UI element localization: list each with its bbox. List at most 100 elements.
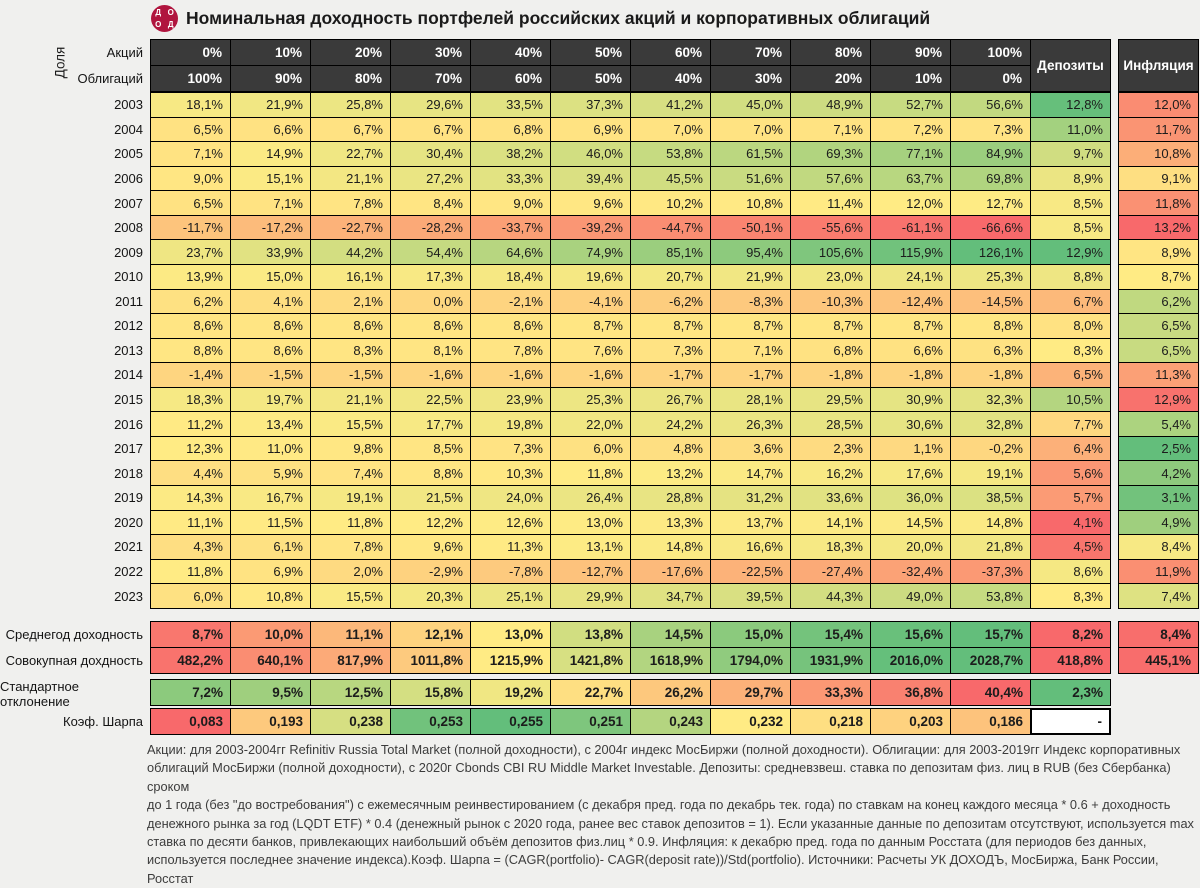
portfolio-return-cell: 56,6% — [950, 92, 1031, 118]
portfolio-return-cell: 7,8% — [310, 534, 391, 560]
portfolio-return-cell: 46,0% — [550, 141, 631, 167]
portfolio-return-cell: 19,7% — [230, 386, 311, 413]
summary-cell: 1215,9% — [470, 646, 551, 674]
inflation-cell: 3,1% — [1118, 485, 1199, 511]
bonds-weight-cell: 70% — [390, 65, 471, 92]
portfolio-return-cell: -2,9% — [390, 558, 471, 585]
bonds-weight-cell: 40% — [630, 65, 711, 92]
year-label: 2010 — [114, 269, 143, 285]
portfolio-return-cell: 13,2% — [630, 460, 711, 486]
portfolio-return-cell: 2,0% — [310, 558, 391, 585]
deposit-return-cell: 6,7% — [1030, 288, 1111, 315]
inflation-cell: 6,2% — [1118, 288, 1199, 315]
summary-cell: 1618,9% — [630, 646, 711, 674]
portfolio-return-cell: -7,8% — [470, 558, 551, 585]
portfolio-return-cell: 63,7% — [870, 165, 951, 192]
portfolio-return-cell: 38,2% — [470, 141, 551, 167]
summary-row: Среднегод доходность 8,7% 10,0% 11,1% 12,1% 1… — [0, 620, 1200, 648]
year-label: 2018 — [114, 465, 143, 481]
heatmap-year-row: 2008 -11,7% -17,2% -22,7% -28,2% -33,7% -39,2%… — [0, 214, 1200, 241]
portfolio-return-cell: 16,7% — [230, 485, 311, 511]
portfolio-return-cell: 15,5% — [310, 583, 391, 609]
portfolio-return-cell: 8,1% — [390, 337, 471, 364]
portfolio-return-cell: -1,7% — [630, 362, 711, 388]
column-gap — [1111, 460, 1118, 486]
logo-letter: Д — [155, 7, 162, 17]
portfolio-return-cell: 17,6% — [870, 460, 951, 486]
portfolio-return-cell: 9,0% — [150, 165, 231, 192]
portfolio-return-cell: 6,0% — [550, 435, 631, 462]
year-label: 2023 — [114, 588, 143, 604]
portfolio-return-cell: -17,2% — [230, 214, 311, 241]
summary-cell: 13,0% — [470, 620, 551, 648]
deposit-return-cell: 11,0% — [1030, 116, 1111, 143]
portfolio-return-cell: 11,3% — [470, 534, 551, 560]
portfolio-return-cell: 19,1% — [310, 485, 391, 511]
portfolio-return-cell: 8,8% — [150, 337, 231, 364]
portfolio-return-cell: 18,4% — [470, 263, 551, 290]
heatmap-year-row: 2009 23,7% 33,9% 44,2% 54,4% 64,6% 74,9% 85,1% 9… — [0, 239, 1200, 265]
portfolio-return-cell: 95,4% — [710, 239, 791, 265]
portfolio-return-cell: 45,0% — [710, 92, 791, 118]
portfolio-return-cell: 12,7% — [950, 190, 1031, 216]
summary-inflation-cell: 445,1% — [1118, 646, 1199, 674]
summary-cell: 26,2% — [630, 678, 711, 706]
heatmap-year-row: 2023 6,0% 10,8% 15,5% 20,3% 25,1% 29,9% 34,7% 39… — [0, 583, 1200, 609]
portfolio-return-cell: -1,6% — [390, 362, 471, 388]
stocks-weight-cell: 80% — [790, 39, 871, 66]
portfolio-return-cell: 7,6% — [550, 337, 631, 364]
summary-row: Совокупная дохдность 482,2% 640,1% 817,9% 10… — [0, 646, 1200, 674]
portfolio-return-cell: 22,7% — [310, 141, 391, 167]
portfolio-return-cell: 13,1% — [550, 534, 631, 560]
portfolio-return-cell: 5,9% — [230, 460, 311, 486]
portfolio-return-cell: 29,6% — [390, 92, 471, 118]
portfolio-return-cell: -1,8% — [870, 362, 951, 388]
portfolio-return-cell: 10,2% — [630, 190, 711, 216]
stocks-row-label: Акций — [106, 45, 143, 60]
portfolio-return-cell: 14,8% — [630, 534, 711, 560]
portfolio-return-cell: 26,7% — [630, 386, 711, 413]
portfolio-return-cell: 85,1% — [630, 239, 711, 265]
portfolio-return-cell: 0,0% — [390, 288, 471, 315]
portfolio-return-cell: 74,9% — [550, 239, 631, 265]
portfolio-return-cell: 30,6% — [870, 411, 951, 437]
column-gap — [1111, 436, 1118, 462]
summary-cell: 11,1% — [310, 620, 391, 648]
year-label: 2011 — [115, 293, 143, 309]
heatmap-year-row: 2015 18,3% 19,7% 21,1% 22,5% 23,9% 25,3% 26,7% 2… — [0, 386, 1200, 413]
stocks-weight-cell: 90% — [870, 39, 951, 66]
summary-cell: 40,4% — [950, 678, 1031, 706]
column-gap — [1111, 92, 1118, 118]
logo-letter: Д — [167, 20, 174, 30]
summary-cell: 1421,8% — [550, 646, 631, 674]
portfolio-return-cell: -39,2% — [550, 214, 631, 241]
portfolio-return-cell: 61,5% — [710, 141, 791, 167]
inflation-cell: 10,8% — [1118, 141, 1199, 167]
summary-label: Среднегод доходность — [5, 626, 143, 642]
summary-deposit-cell: 2,3% — [1030, 678, 1111, 706]
portfolio-return-cell: 84,9% — [950, 141, 1031, 167]
portfolio-return-cell: 11,0% — [230, 435, 311, 462]
portfolio-return-cell: 14,8% — [950, 509, 1031, 536]
footnote-line: Акции: для 2003-2004гг Refinitiv Russia … — [147, 742, 1181, 757]
deposit-return-cell: 8,0% — [1030, 313, 1111, 339]
portfolio-return-cell: 8,6% — [230, 337, 311, 364]
heatmap-year-row: 2021 4,3% 6,1% 7,8% 9,6% 11,3% 13,1% 14,8% 16,6%… — [0, 534, 1200, 560]
inflation-cell: 11,3% — [1118, 362, 1199, 388]
portfolio-return-cell: 8,7% — [630, 313, 711, 339]
column-gap — [1111, 264, 1118, 290]
portfolio-return-cell: 44,2% — [310, 239, 391, 265]
portfolio-return-cell: 6,7% — [390, 116, 471, 143]
portfolio-return-cell: 16,1% — [310, 263, 391, 290]
inflation-cell: 11,7% — [1118, 116, 1199, 143]
portfolio-return-cell: 4,1% — [230, 288, 311, 315]
portfolio-return-cell: 7,1% — [710, 337, 791, 364]
portfolio-return-cell: 8,3% — [310, 337, 391, 364]
portfolio-return-cell: 21,9% — [230, 92, 311, 118]
portfolio-return-cell: 29,5% — [790, 386, 871, 413]
column-gap — [1111, 313, 1118, 339]
portfolio-return-cell: -32,4% — [870, 558, 951, 585]
summary-cell: 15,8% — [390, 678, 471, 706]
summary-cell: 7,2% — [150, 678, 231, 706]
